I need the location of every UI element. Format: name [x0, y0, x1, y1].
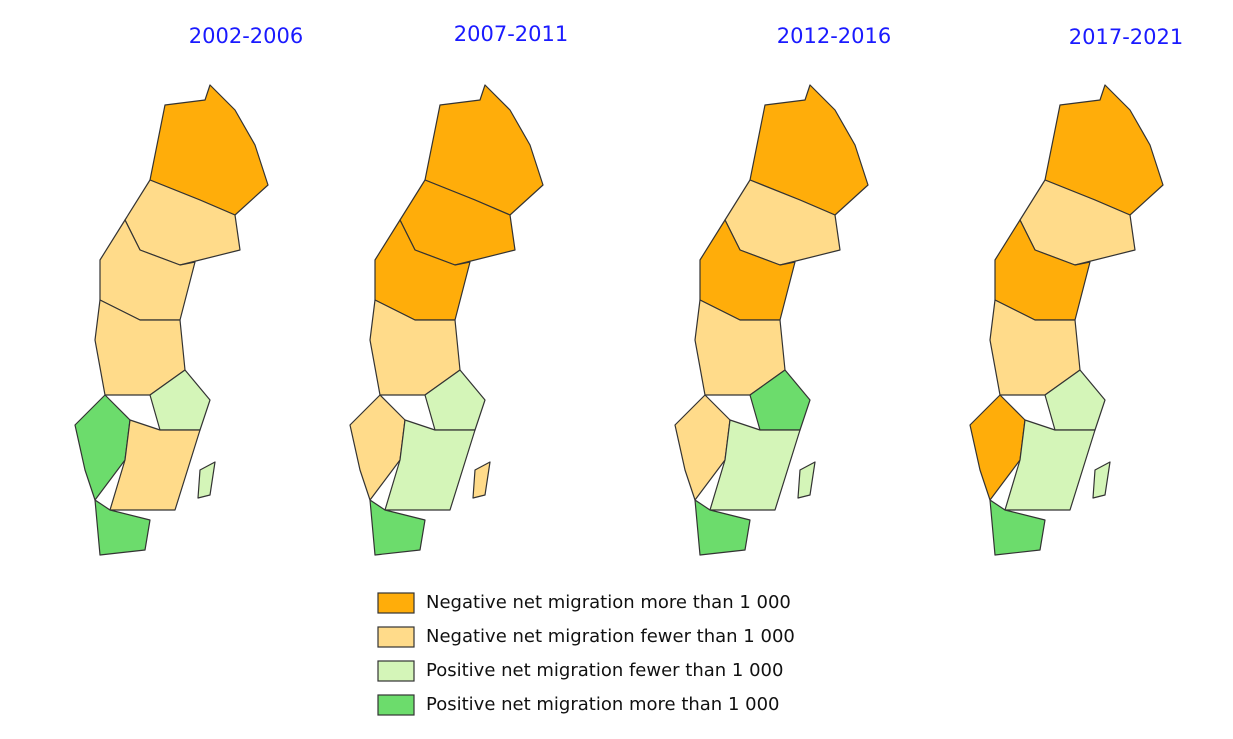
- panel-title: 2007-2011: [454, 22, 568, 46]
- legend-swatch: [377, 592, 415, 614]
- panel-title: 2017-2021: [1069, 25, 1183, 49]
- legend-label: Negative net migration more than 1 000: [426, 592, 791, 613]
- county: [424, 369, 486, 431]
- legend-swatch: [377, 694, 415, 716]
- sweden-map: [969, 84, 1164, 556]
- county: [989, 499, 1046, 556]
- county: [749, 369, 811, 431]
- county: [149, 369, 211, 431]
- county: [94, 499, 151, 556]
- legend-label: Positive net migration fewer than 1 000: [426, 660, 783, 681]
- legend-label: Positive net migration more than 1 000: [426, 694, 779, 715]
- sweden-map: [674, 84, 869, 556]
- panel-title: 2002-2006: [189, 24, 303, 48]
- legend-swatch: [377, 626, 415, 648]
- panel-title: 2012-2016: [777, 24, 891, 48]
- county: [1044, 369, 1106, 431]
- sweden-map: [349, 84, 544, 556]
- county: [472, 461, 491, 499]
- county: [797, 461, 816, 499]
- county: [197, 461, 216, 499]
- legend-swatch: [377, 660, 415, 682]
- county: [694, 499, 751, 556]
- legend-label: Negative net migration fewer than 1 000: [426, 626, 795, 647]
- county: [1092, 461, 1111, 499]
- sweden-map: [74, 84, 269, 556]
- county: [369, 499, 426, 556]
